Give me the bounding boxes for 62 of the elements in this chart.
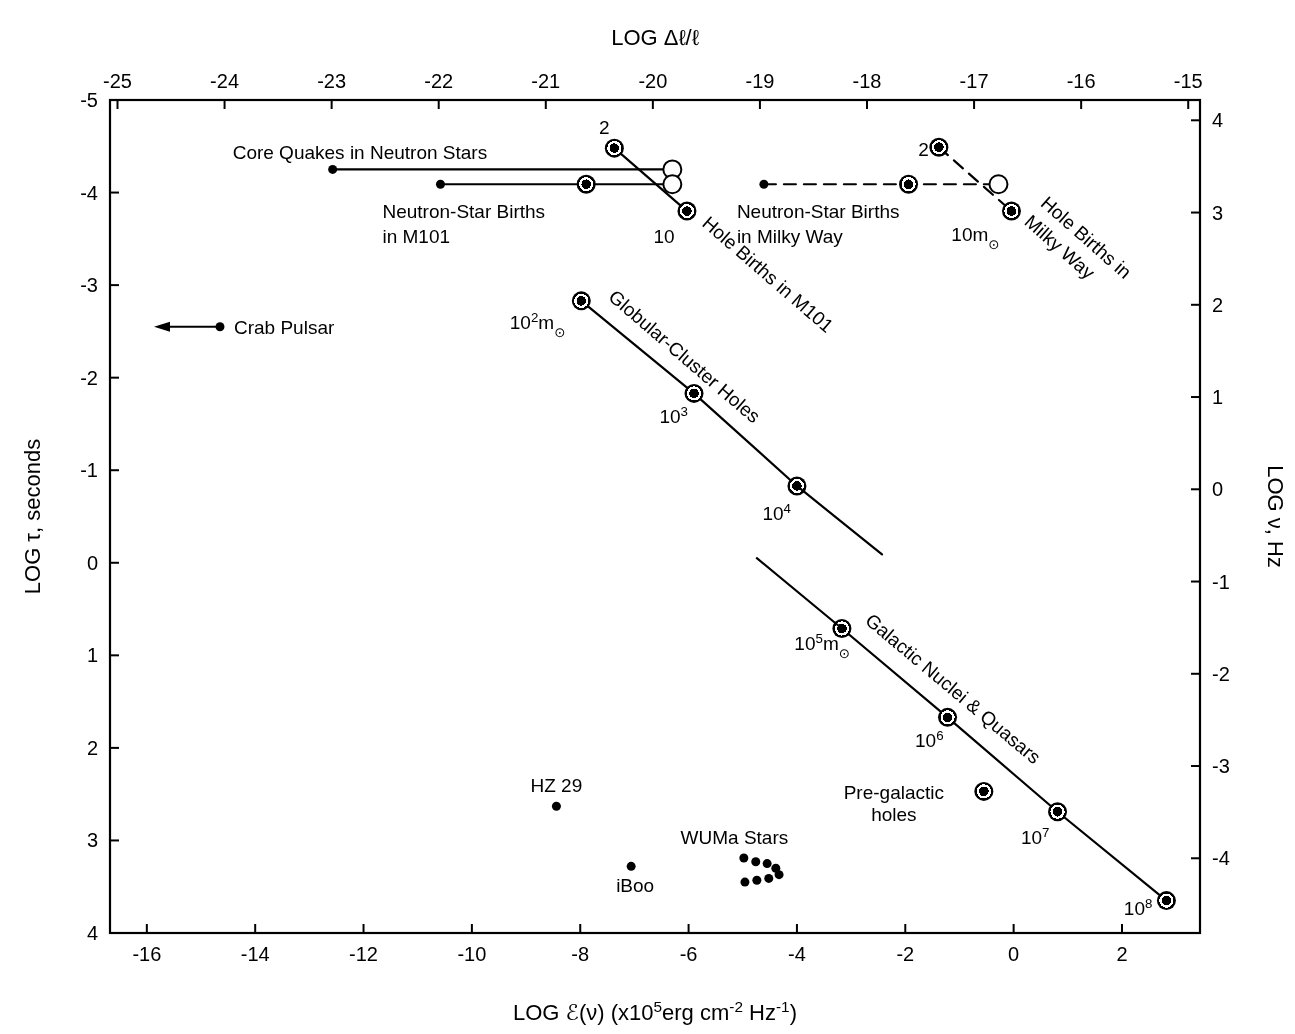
x-tick-label: -2 <box>896 943 915 965</box>
y2-tick-label: 0 <box>1212 478 1224 501</box>
annotation: 10$^{5}$m$_{⊙}$ <box>794 630 850 661</box>
x-tick-label: 0 <box>1008 943 1020 965</box>
series-label: Core Quakes in Neutron Stars <box>232 142 488 164</box>
series-label: Neutron-Star Births in M101 <box>382 201 546 247</box>
y-tick-label: 4 <box>86 922 98 944</box>
x2-tick-label: -19 <box>745 70 775 92</box>
y2-tick-label: -1 <box>1212 570 1230 593</box>
annotation: 10 <box>653 226 675 248</box>
x-tick-label: -8 <box>571 943 590 965</box>
y-tick-label: -5 <box>80 89 98 111</box>
y-tick-label: -4 <box>80 181 98 204</box>
y-tick-label: 1 <box>86 644 98 667</box>
x-tick-label: -14 <box>240 943 270 965</box>
x2-tick-label: -21 <box>531 70 561 92</box>
y2-tick-label: 1 <box>1212 386 1224 409</box>
annotation: 10$^{2}$m$_{⊙}$ <box>509 309 566 340</box>
x2-tick-label: -16 <box>1066 70 1096 92</box>
annotation: 2 <box>918 139 929 161</box>
x2-tick-label: -18 <box>852 70 882 92</box>
annotation: WUMa Stars <box>680 827 789 849</box>
x2-tick-label: -17 <box>959 70 989 92</box>
annotation: 10$^{8}$ <box>1123 895 1153 919</box>
annotation: 10$^{6}$ <box>915 727 944 752</box>
x-tick-label: 2 <box>1116 943 1128 965</box>
annotation: Crab Pulsar <box>233 316 335 338</box>
x2-tick-label: -15 <box>1173 70 1203 92</box>
annotation: 10$^{7}$ <box>1020 824 1050 848</box>
y2-tick-label: -2 <box>1212 662 1230 685</box>
x2-tick-label: -20 <box>638 70 668 92</box>
x2-tick-label: -24 <box>210 70 240 92</box>
y-axis-title: LOG τ, seconds <box>20 438 45 595</box>
annotation: iBoo <box>616 875 655 897</box>
y-tick-label: 0 <box>86 551 98 574</box>
y2-tick-label: -3 <box>1212 755 1230 778</box>
annotation: 10m$_{⊙}$ <box>951 224 1000 252</box>
annotation: 10$^{3}$ <box>659 403 689 428</box>
x-tick-label: -4 <box>788 943 806 965</box>
x2-tick-label: -22 <box>424 70 454 92</box>
y2-tick-label: -4 <box>1212 847 1230 870</box>
annotation: 10$^{4}$ <box>762 500 791 524</box>
x-tick-label: -6 <box>679 943 698 965</box>
annotation: HZ 29 <box>530 775 583 797</box>
y-tick-label: -1 <box>80 459 98 482</box>
y2-axis-title: LOG ν, Hz <box>1263 465 1288 568</box>
x-tick-label: -12 <box>349 943 378 965</box>
annotation: 2 <box>599 117 610 139</box>
y-tick-label: 3 <box>86 829 98 852</box>
y-tick-label: -2 <box>80 366 98 389</box>
y2-tick-label: 4 <box>1212 109 1224 132</box>
annotation: Pre-galactic holes <box>843 782 945 826</box>
x-tick-label: -16 <box>132 943 162 965</box>
y-tick-label: 2 <box>86 736 98 759</box>
x-axis-title: LOG ℰ(ν) (x10$^{5}$erg cm$^{-2}$ Hz$^{-1}$) <box>513 997 797 1025</box>
y2-tick-label: 3 <box>1212 201 1224 224</box>
x-tick-label: -10 <box>457 943 487 965</box>
x2-axis-title: LOG Δℓ/ℓ <box>611 25 700 50</box>
y-tick-label: -3 <box>80 274 98 297</box>
x2-tick-label: -25 <box>103 70 132 92</box>
y2-tick-label: 2 <box>1212 293 1224 316</box>
x2-tick-label: -23 <box>317 70 347 92</box>
